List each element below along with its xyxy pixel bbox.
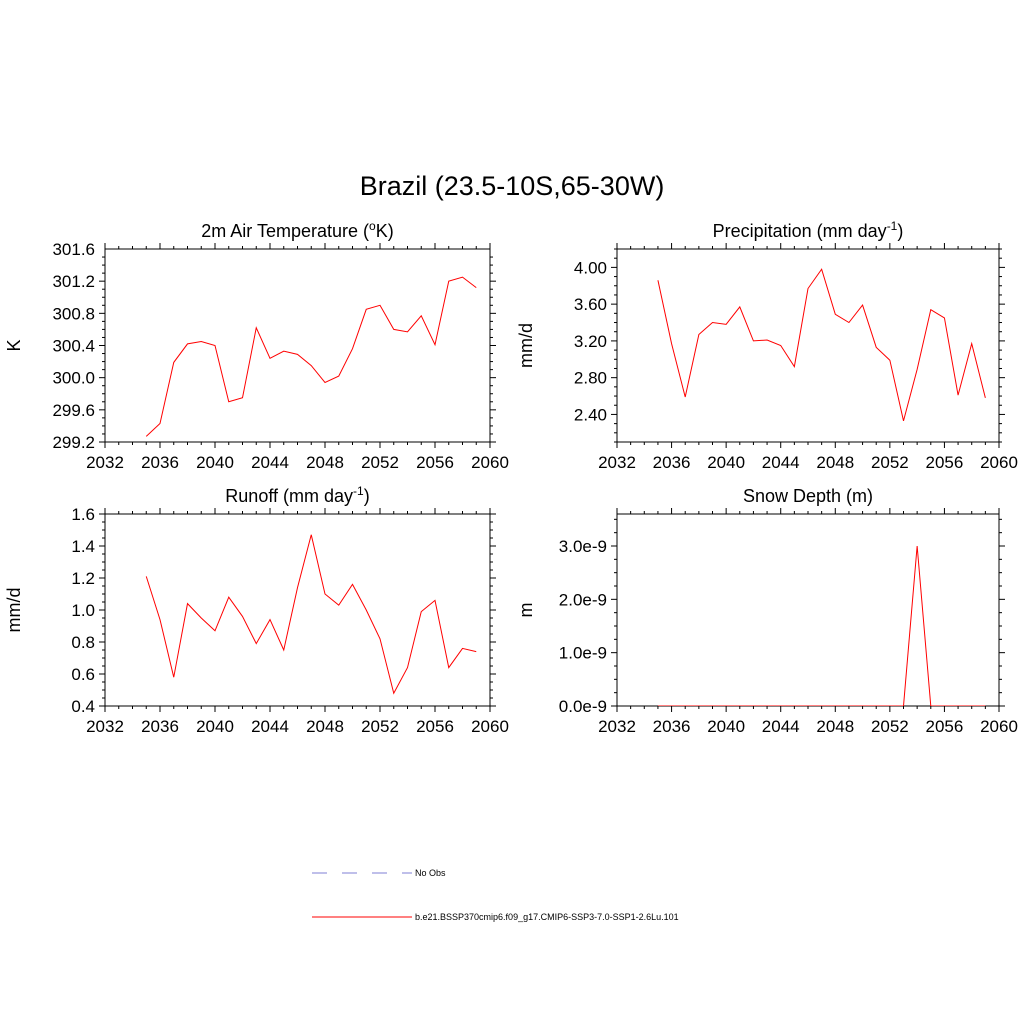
x-tick-label: 2044 <box>762 453 800 472</box>
y-tick-label: 4.00 <box>574 258 607 277</box>
x-tick-label: 2060 <box>471 453 509 472</box>
main-title: Brazil (23.5-10S,65-30W) <box>360 171 665 201</box>
x-tick-label: 2060 <box>471 717 509 736</box>
y-tick-label: 2.80 <box>574 369 607 388</box>
x-tick-label: 2060 <box>980 453 1018 472</box>
legend: No Obs b.e21.BSSP370cmip6.f09_g17.CMIP6-… <box>312 868 679 922</box>
panel-title-text: Precipitation (mm day <box>713 221 887 241</box>
y-tick-label: 1.2 <box>71 569 95 588</box>
x-tick-label: 2048 <box>306 717 344 736</box>
y-tick-label: 299.6 <box>52 401 95 420</box>
panel-1: 2m Air Temperature (oK) K 2032 2036 2040 2044… <box>4 219 509 472</box>
panel-title-superscript: o <box>369 219 376 233</box>
legend-obs-label: No Obs <box>415 868 446 878</box>
x-tick-label: 2032 <box>598 717 636 736</box>
x-tick-label: 2040 <box>196 717 234 736</box>
x-tick-label: 2048 <box>306 453 344 472</box>
y-axis-label: mm/d <box>4 588 24 633</box>
x-tick-label: 2040 <box>196 453 234 472</box>
x-tick-label: 2052 <box>361 717 399 736</box>
panel-title: Runoff (mm day-1) <box>225 484 369 506</box>
x-tick-label: 2036 <box>141 453 179 472</box>
y-tick-label: 300.4 <box>52 337 95 356</box>
y-tick-label: 0.4 <box>71 697 95 716</box>
y-axis-label: m <box>516 603 536 618</box>
y-tick-label: 3.60 <box>574 295 607 314</box>
x-tick-label: 2032 <box>86 453 124 472</box>
x-tick-label: 2048 <box>816 453 854 472</box>
y-tick-label: 300.0 <box>52 369 95 388</box>
plot-frame <box>616 513 1000 707</box>
y-tick-label: 0.8 <box>71 633 95 652</box>
y-tick-label: 1.4 <box>71 537 95 556</box>
x-tick-label: 2044 <box>762 717 800 736</box>
y-tick-label: 300.8 <box>52 304 95 323</box>
x-tick-label: 2044 <box>251 453 289 472</box>
x-tick-label: 2052 <box>871 717 909 736</box>
x-tick-label: 2040 <box>707 717 745 736</box>
x-tick-label: 2052 <box>871 453 909 472</box>
panel-2: Precipitation (mm day-1) mm/d 2032 2036 2040… <box>516 219 1018 472</box>
panel-title-text: ) <box>364 486 370 506</box>
x-tick-label: 2056 <box>926 453 964 472</box>
x-tick-label: 2040 <box>707 453 745 472</box>
x-tick-label: 2060 <box>980 717 1018 736</box>
y-tick-label: 301.2 <box>52 272 95 291</box>
panel-title-text: Runoff (mm day <box>225 486 353 506</box>
plot-frame <box>616 248 1000 443</box>
y-tick-label: 1.6 <box>71 505 95 524</box>
series-line <box>657 545 986 706</box>
y-axis-label: mm/d <box>516 323 536 368</box>
y-tick-label: 2.40 <box>574 405 607 424</box>
panel-title-text: Snow Depth (m) <box>743 486 873 506</box>
x-tick-label: 2044 <box>251 717 289 736</box>
panel-4: Snow Depth (m) m 2032 2036 2040 2044 2048 2052 2… <box>516 486 1018 736</box>
panel-title: Snow Depth (m) <box>743 486 873 506</box>
x-tick-label: 2036 <box>653 717 691 736</box>
panel-title-superscript: -1 <box>353 484 364 498</box>
panel-title-text: 2m Air Temperature ( <box>201 221 369 241</box>
x-tick-label: 2032 <box>86 717 124 736</box>
y-tick-label: 0.6 <box>71 665 95 684</box>
y-axis-label: K <box>4 339 24 351</box>
y-tick-label: 2.0e-9 <box>559 590 607 609</box>
panels: 2m Air Temperature (oK) K 2032 2036 2040 2044… <box>4 219 1018 736</box>
series-line <box>145 534 477 695</box>
y-tick-label: 301.6 <box>52 240 95 259</box>
plot-frame <box>104 513 491 707</box>
x-tick-label: 2036 <box>141 717 179 736</box>
panel-3: Runoff (mm day-1) mm/d 2032 2036 2040 2044 204… <box>4 484 509 736</box>
series-line <box>657 268 986 421</box>
panel-title: Precipitation (mm day-1) <box>713 219 904 241</box>
x-tick-label: 2056 <box>416 717 454 736</box>
y-tick-label: 299.2 <box>52 433 95 452</box>
y-tick-label: 3.20 <box>574 332 607 351</box>
series-line <box>145 276 477 437</box>
panel-title-text: K) <box>376 221 394 241</box>
x-tick-label: 2056 <box>926 717 964 736</box>
x-tick-label: 2036 <box>653 453 691 472</box>
panel-title-text: ) <box>897 221 903 241</box>
x-tick-label: 2032 <box>598 453 636 472</box>
panel-title-superscript: -1 <box>887 219 898 233</box>
y-tick-label: 0.0e-9 <box>559 697 607 716</box>
legend-model-label: b.e21.BSSP370cmip6.f09_g17.CMIP6-SSP3-7.… <box>415 912 679 922</box>
x-tick-label: 2048 <box>816 717 854 736</box>
y-tick-label: 3.0e-9 <box>559 537 607 556</box>
x-tick-label: 2052 <box>361 453 399 472</box>
x-tick-label: 2056 <box>416 453 454 472</box>
panel-title: 2m Air Temperature (oK) <box>201 219 393 241</box>
y-tick-label: 1.0 <box>71 601 95 620</box>
y-tick-label: 1.0e-9 <box>559 644 607 663</box>
